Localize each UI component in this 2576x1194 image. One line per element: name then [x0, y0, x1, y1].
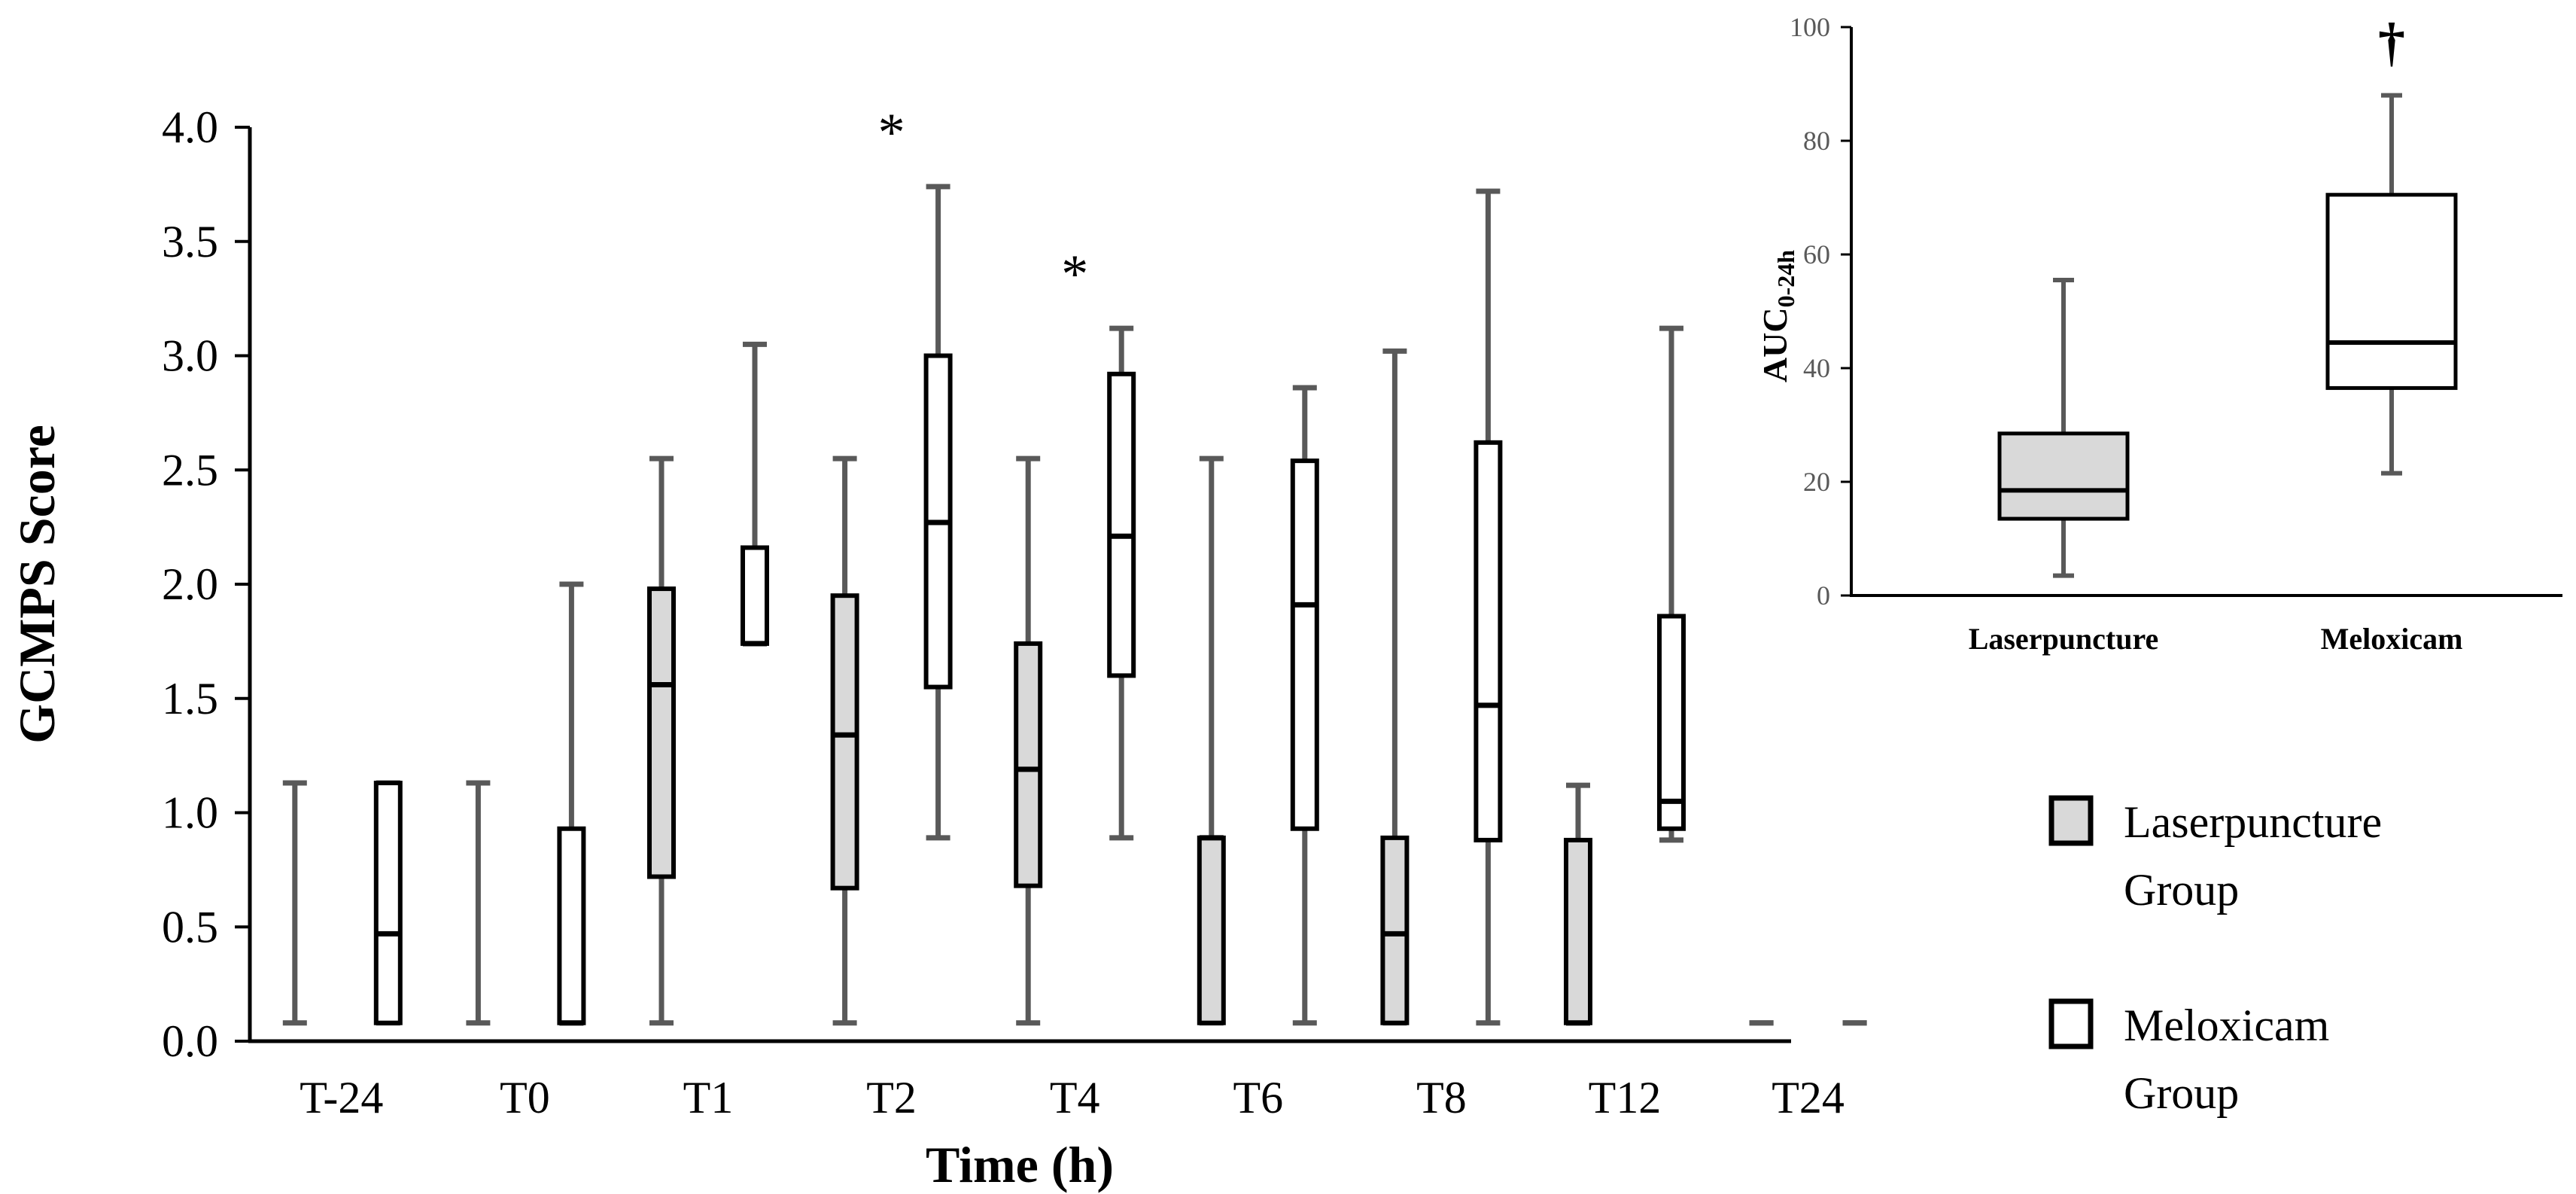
box [1197, 835, 1226, 1025]
inset-x-ticks: Laserpuncture Meloxicam [1969, 622, 2463, 656]
legend-label-line2: Group [2124, 865, 2239, 915]
boxplot-laserpuncture-t4 [1014, 455, 1043, 1026]
box [557, 826, 586, 1025]
legend-swatch [2048, 795, 2094, 846]
boxplot-laserpuncture-t12 [1564, 782, 1592, 1026]
inset-y-tick-label: 100 [1790, 12, 1830, 42]
box [1657, 614, 1686, 831]
boxplot-laserpuncture-t0 [466, 780, 491, 1026]
boxplot-meloxicam-t4 [1107, 325, 1136, 841]
main-x-tick-label: T2 [866, 1073, 917, 1122]
inset-x-tick-label: Meloxicam [2321, 622, 2463, 656]
significance-dagger: † [2378, 12, 2405, 72]
boxplot-meloxicam-t-24 [373, 780, 403, 1026]
inset-y-tick-label: 40 [1803, 353, 1830, 383]
box [373, 781, 403, 1025]
inset-y-ticks: 0 20 40 60 80 100 [1790, 12, 1851, 611]
main-y-tick-label: 3.5 [162, 217, 218, 267]
box [647, 586, 676, 879]
legend-label-line1: Laserpuncture [2124, 797, 2382, 847]
boxplot-meloxicam-t8 [1474, 188, 1503, 1026]
inset-annotations: † [2378, 12, 2405, 72]
main-x-tick-label: T4 [1050, 1073, 1100, 1122]
inset-y-tick-label: 0 [1817, 580, 1830, 611]
box [830, 593, 859, 891]
main-y-axis-label: GCMPS Score [8, 425, 65, 744]
legend-label-line2: Group [2124, 1068, 2239, 1118]
inset-boxplot-laserpuncture [1997, 277, 2130, 578]
box [1380, 835, 1410, 1025]
legend: Laserpuncture Group Meloxicam Group [2048, 795, 2382, 1118]
main-boxes [282, 184, 1867, 1026]
main-y-tick-label: 1.5 [162, 674, 218, 723]
legend-item-meloxicam: Meloxicam Group [2048, 998, 2329, 1118]
box [1997, 431, 2130, 521]
main-x-ticks: T-24 T0 T1 T2 T4 T6 T8 T12 T24 [300, 1073, 1845, 1122]
inset-y-label-sub: 0-24h [1772, 250, 1799, 308]
main-annotations: ** [878, 102, 1089, 304]
significance-asterisk: * [1061, 244, 1088, 304]
boxplot-meloxicam-t0 [557, 581, 586, 1026]
boxplot-meloxicam-t2 [923, 184, 953, 841]
inset-y-axis-label: AUC0-24h [1756, 250, 1799, 382]
boxplot-meloxicam-t12 [1657, 325, 1686, 843]
boxplot-meloxicam-t6 [1290, 385, 1319, 1026]
inset-y-tick-label: 80 [1803, 126, 1830, 156]
inset-boxplot-meloxicam [2325, 93, 2458, 476]
box [2325, 193, 2458, 390]
box [741, 545, 769, 646]
boxplot-laserpuncture-t-24 [282, 780, 307, 1026]
main-y-tick-label: 2.5 [162, 445, 218, 495]
boxplot-laserpuncture-t6 [1197, 455, 1226, 1026]
main-x-tick-label: T-24 [300, 1073, 383, 1122]
main-y-tick-label: 2.0 [162, 559, 218, 609]
inset-y-tick-label: 60 [1803, 239, 1830, 270]
boxplot-meloxicam-t1 [741, 341, 769, 647]
box [1014, 641, 1043, 888]
main-y-tick-label: 0.5 [162, 902, 218, 952]
boxplot-laserpuncture-t2 [830, 455, 859, 1026]
main-y-tick-label: 4.0 [162, 102, 218, 152]
main-x-tick-label: T0 [500, 1073, 550, 1122]
box [1564, 837, 1592, 1025]
main-y-ticks: 0.0 0.5 1.0 1.5 2.0 2.5 3.0 3.5 4.0 [162, 102, 250, 1066]
legend-item-laserpuncture: Laserpuncture Group [2048, 795, 2382, 915]
boxplot-laserpuncture-t8 [1380, 348, 1410, 1026]
legend-swatch [2048, 998, 2094, 1049]
main-x-tick-label: T6 [1233, 1073, 1283, 1122]
inset-x-tick-label: Laserpuncture [1969, 622, 2159, 656]
main-y-tick-label: 3.0 [162, 331, 218, 381]
main-chart: 0.0 0.5 1.0 1.5 2.0 2.5 3.0 3.5 4.0 T-24 T0 T1 T2 T4… [8, 102, 1867, 1193]
inset-boxes [1997, 93, 2458, 578]
main-y-tick-label: 0.0 [162, 1016, 218, 1066]
inset-chart: 0 20 40 60 80 100 Laserpuncture Meloxicam † AU… [1756, 12, 2562, 656]
main-x-tick-label: T24 [1772, 1073, 1845, 1122]
main-x-tick-label: T8 [1416, 1073, 1467, 1122]
inset-y-tick-label: 20 [1803, 467, 1830, 497]
main-y-tick-label: 1.0 [162, 788, 218, 838]
significance-asterisk: * [878, 102, 905, 163]
legend-label-line1: Meloxicam [2124, 1001, 2329, 1050]
boxplot-laserpuncture-t1 [647, 455, 676, 1026]
main-x-tick-label: T1 [683, 1073, 734, 1122]
main-x-axis-label: Time (h) [926, 1136, 1114, 1193]
inset-y-label-main: AUC [1756, 307, 1794, 382]
box [1290, 458, 1319, 831]
main-x-tick-label: T12 [1589, 1073, 1662, 1122]
box [1474, 440, 1503, 842]
box [1107, 371, 1136, 678]
